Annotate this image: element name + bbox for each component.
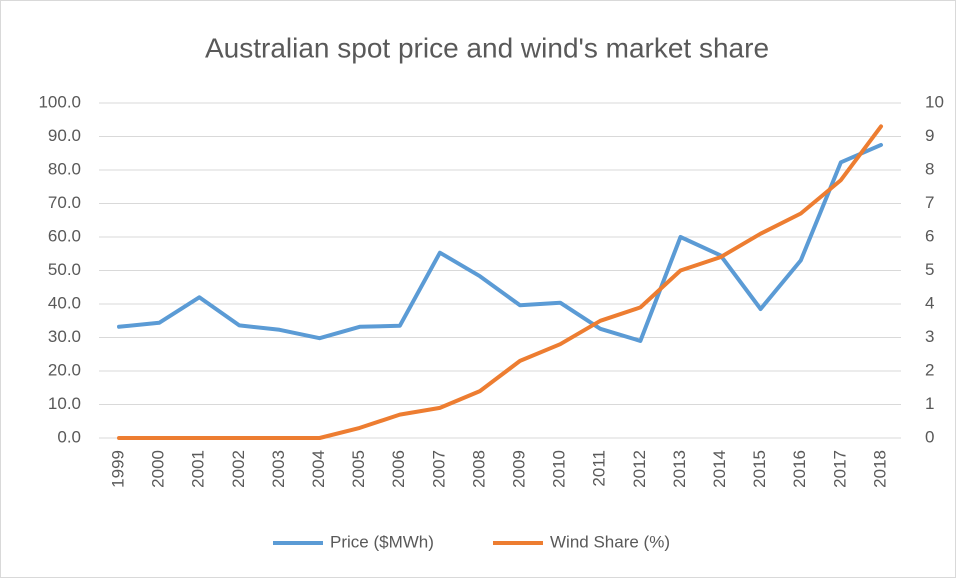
- y-tick-label: 40.0: [48, 293, 81, 312]
- y-tick-label: 0.0: [57, 427, 81, 446]
- y2-tick-label: 10: [925, 92, 944, 111]
- x-tick-label: 2017: [830, 450, 849, 488]
- y-tick-label: 90.0: [48, 126, 81, 145]
- x-tick-label: 2003: [269, 450, 288, 488]
- y-tick-label: 60.0: [48, 226, 81, 245]
- y2-tick-label: 7: [925, 193, 934, 212]
- legend-label: Price ($MWh): [330, 532, 434, 551]
- y2-tick-label: 4: [925, 293, 934, 312]
- y-tick-label: 10.0: [48, 394, 81, 413]
- series-line: [117, 142, 883, 343]
- x-tick-label: 2007: [429, 450, 448, 488]
- x-tick-label: 2018: [870, 450, 889, 488]
- y-tick-label: 80.0: [48, 159, 81, 178]
- x-tick-label: 2010: [550, 450, 569, 488]
- x-tick-label: 2002: [229, 450, 248, 488]
- x-tick-label: 2016: [790, 450, 809, 488]
- x-tick-label: 2011: [590, 450, 609, 487]
- y-tick-label: 30.0: [48, 327, 81, 346]
- y2-tick-label: 2: [925, 360, 934, 379]
- y-tick-label: 50.0: [48, 260, 81, 279]
- x-tick-label: 2008: [469, 450, 488, 488]
- x-tick-label: 2001: [189, 450, 208, 488]
- y2-tick-label: 3: [925, 327, 934, 346]
- x-tick-label: 2006: [389, 450, 408, 488]
- x-tick-label: 1999: [109, 450, 128, 488]
- y-tick-label: 100.0: [38, 92, 81, 111]
- x-tick-label: 2009: [510, 450, 529, 488]
- series-line: [117, 124, 883, 440]
- y-tick-label: 20.0: [48, 360, 81, 379]
- x-tick-label: 2013: [670, 450, 689, 488]
- x-tick-label: 2012: [630, 450, 649, 488]
- y2-tick-label: 6: [925, 226, 934, 245]
- x-tick-label: 2000: [149, 450, 168, 488]
- legend-label: Wind Share (%): [550, 532, 670, 551]
- x-tick-label: 2004: [309, 450, 328, 488]
- y2-tick-label: 5: [925, 260, 934, 279]
- x-tick-label: 2015: [750, 450, 769, 488]
- y2-tick-label: 8: [925, 159, 934, 178]
- y-tick-label: 70.0: [48, 193, 81, 212]
- x-tick-label: 2014: [710, 450, 729, 488]
- x-tick-label: 2005: [349, 450, 368, 488]
- y2-tick-label: 0: [925, 427, 934, 446]
- y2-tick-label: 9: [925, 126, 934, 145]
- chart-title: Australian spot price and wind's market …: [205, 32, 769, 63]
- y2-tick-label: 1: [925, 394, 934, 413]
